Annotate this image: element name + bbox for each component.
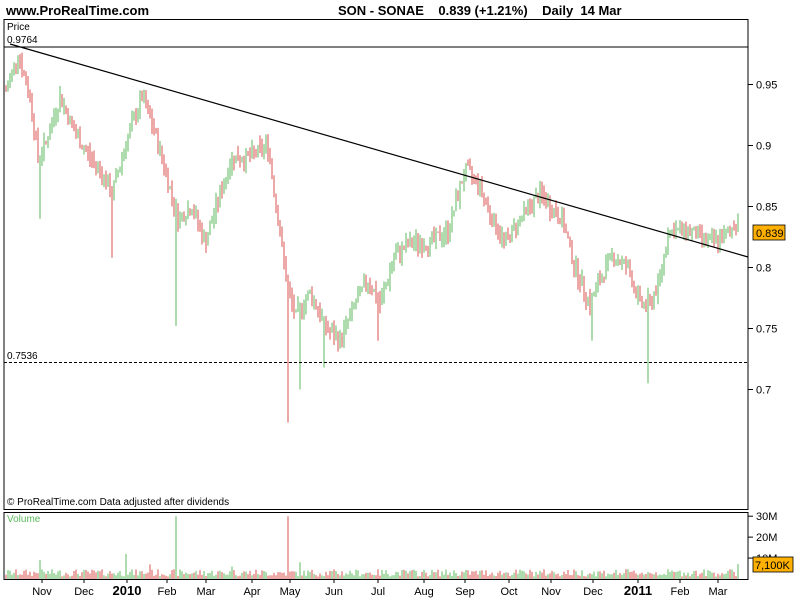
- x-tick-label: Feb: [671, 586, 690, 598]
- last-volume-badge-text: 7,100K: [755, 560, 791, 572]
- price-y-tick-label: 0.7: [756, 385, 771, 397]
- high-level-label: 0.9764: [7, 35, 38, 46]
- price-y-tick-label: 0.8: [756, 263, 771, 275]
- ticker-summary: SON - SONAE 0.839 (+1.21%) Daily 14 Mar: [338, 3, 622, 18]
- last-price-badge-text: 0.839: [756, 228, 784, 240]
- x-tick-label: Jun: [325, 586, 343, 598]
- volume-panel-frame: [3, 512, 749, 580]
- x-tick-label: Nov: [32, 586, 52, 598]
- site-url[interactable]: www.ProRealTime.com: [6, 3, 150, 18]
- volume-panel-label: Volume: [7, 514, 41, 525]
- x-tick-label: Feb: [158, 586, 177, 598]
- x-tick-label: Mar: [709, 586, 728, 598]
- x-tick-label: Nov: [541, 586, 561, 598]
- price-panel-frame: [3, 19, 749, 510]
- x-tick-label: Dec: [583, 586, 603, 598]
- last-volume-badge: [752, 556, 794, 573]
- price-bars: [5, 52, 739, 423]
- footer-note: © ProRealTime.com Data adjusted after di…: [7, 497, 229, 508]
- price-y-tick-label: 0.75: [756, 324, 777, 336]
- x-tick-label: Aug: [414, 586, 434, 598]
- x-tick-label: Dec: [74, 586, 94, 598]
- chart-header: www.ProRealTime.com SON - SONAE 0.839 (+…: [0, 0, 800, 20]
- price-y-axis: 0.95 0.9 0.85 0.8 0.75 0.7: [748, 80, 777, 397]
- time-x-axis: Nov Dec 2010 Feb Mar Apr May Jun Jul Aug Sep Oct Nov…: [32, 579, 728, 598]
- price-y-tick-label: 0.9: [756, 141, 771, 153]
- x-tick-label: Oct: [500, 586, 517, 598]
- price-y-tick-label: 0.85: [756, 202, 777, 214]
- x-tick-label: Apr: [243, 586, 260, 598]
- x-tick-label: 2011: [624, 583, 652, 598]
- x-tick-label: Mar: [197, 586, 216, 598]
- volume-bars: [5, 516, 739, 579]
- price-panel-label: Price: [7, 22, 30, 33]
- last-price-badge: [752, 224, 786, 241]
- x-tick-label: Sep: [455, 586, 475, 598]
- price-y-tick-label: 0.95: [756, 80, 777, 92]
- low-level-label: 0.7536: [7, 351, 38, 362]
- volume-y-tick-label: 20M: [756, 532, 777, 544]
- x-tick-label: Jul: [371, 586, 385, 598]
- trendline[interactable]: [9, 43, 749, 258]
- volume-y-tick-label: 30M: [756, 511, 777, 523]
- x-tick-label: 2010: [113, 583, 142, 598]
- x-tick-label: May: [280, 586, 301, 598]
